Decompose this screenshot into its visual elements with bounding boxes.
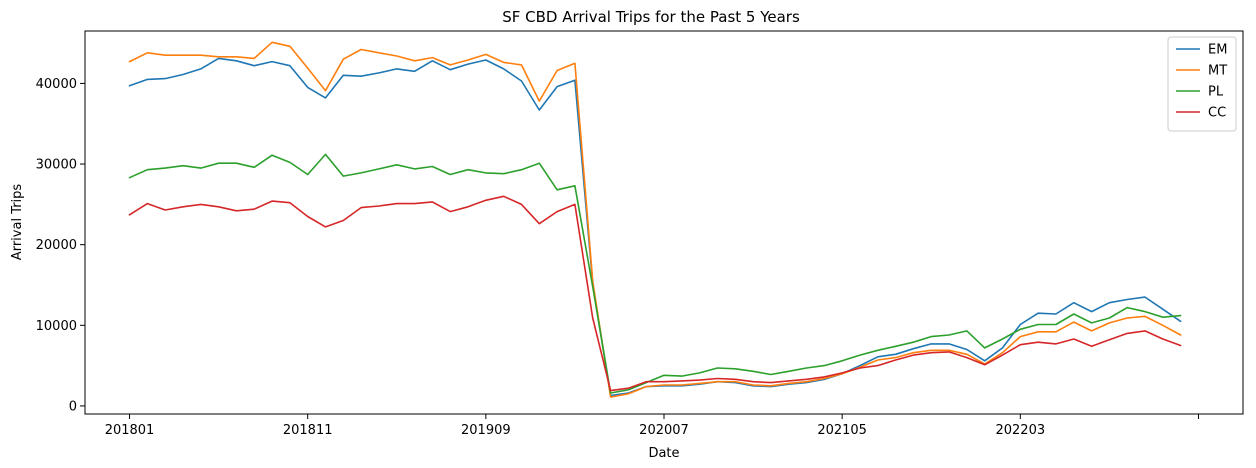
legend-label-em: EM xyxy=(1208,43,1227,58)
y-tick-label: 20000 xyxy=(36,238,77,253)
legend: EM MT PL CC xyxy=(1167,36,1237,132)
x-tick-label: 202007 xyxy=(639,423,689,438)
x-axis-label: Date xyxy=(648,446,679,461)
series-line-cc xyxy=(128,195,1182,392)
y-axis-ticks: 0 10000 20000 30000 40000 xyxy=(36,77,85,414)
y-tick-label: 10000 xyxy=(36,319,77,334)
y-tick-label: 0 xyxy=(69,399,77,414)
legend-label-mt: MT xyxy=(1208,64,1227,79)
x-tick-label: 202203 xyxy=(995,423,1045,438)
plot-frame xyxy=(84,30,1244,415)
plot-area xyxy=(84,30,1244,415)
legend-box xyxy=(1167,36,1237,132)
x-axis-ticks: 201801 201811 201909 202007 202105 202203 xyxy=(105,414,1199,438)
x-tick-label: 201811 xyxy=(283,423,333,438)
y-axis-label: Arrival Trips xyxy=(10,184,25,261)
x-tick-label: 202105 xyxy=(817,423,867,438)
chart-title: SF CBD Arrival Trips for the Past 5 Year… xyxy=(502,8,800,26)
legend-label-cc: CC xyxy=(1208,106,1226,121)
series-lines xyxy=(128,41,1182,398)
x-tick-label: 201801 xyxy=(105,423,155,438)
x-tick-label: 201909 xyxy=(461,423,511,438)
series-line-mt xyxy=(128,41,1182,398)
series-line-pl xyxy=(128,153,1182,394)
y-tick-label: 30000 xyxy=(36,158,77,173)
legend-label-pl: PL xyxy=(1208,85,1224,100)
y-tick-label: 40000 xyxy=(36,77,77,92)
